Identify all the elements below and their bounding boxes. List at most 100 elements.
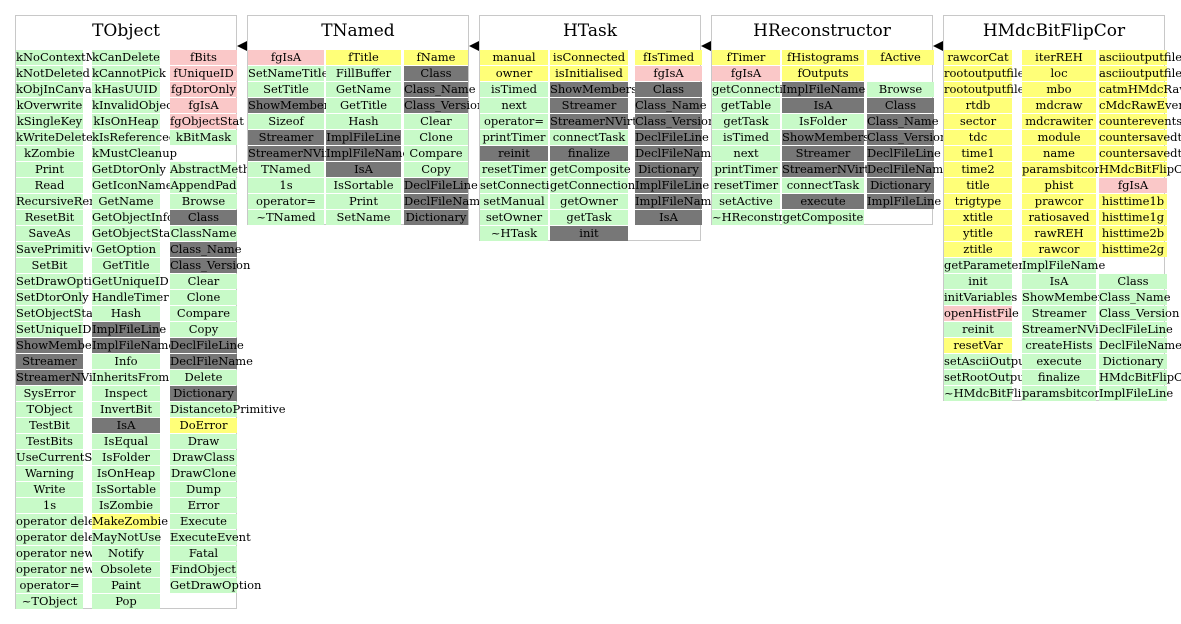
member-cell: ratiosaved xyxy=(1022,210,1096,225)
member-cell: Clone xyxy=(404,130,468,145)
member-cell: fBits xyxy=(170,50,237,65)
member-cell: GetDrawOption xyxy=(170,578,262,593)
member-cell: kMustCleanup xyxy=(92,146,177,161)
member-cell: asciioutputfile xyxy=(1099,50,1181,65)
member-cell: createHists xyxy=(1022,338,1096,353)
member-cell: fgIsA xyxy=(170,98,237,113)
member-cell: iterREH xyxy=(1022,50,1096,65)
member-cell: Class_Name xyxy=(635,98,707,113)
member-cell: mdcraw xyxy=(1022,98,1096,113)
member-cell: fHistograms xyxy=(782,50,864,65)
member-cell: ztitle xyxy=(944,242,1012,257)
member-cell: StreamerNVirtual xyxy=(248,146,353,161)
member-cell: IsZombie xyxy=(92,498,160,513)
member-cell: title xyxy=(944,178,1012,193)
member-cell: Copy xyxy=(404,162,468,177)
member-cell: getOwner xyxy=(550,194,628,209)
member-cell: ShowMembers xyxy=(16,338,104,353)
member-cell: init xyxy=(550,226,628,241)
member-cell: Dictionary xyxy=(170,386,237,401)
class-box-hreconstructor: HReconstructor fTimer fgIsA getConnections g… xyxy=(711,15,950,225)
member-cell: SetObjectStat xyxy=(16,306,98,321)
member-cell: Streamer xyxy=(248,130,324,145)
member-cell: isConnected xyxy=(550,50,628,65)
member-cell: prawcor xyxy=(1022,194,1096,209)
member-cell: IsA xyxy=(92,418,160,433)
member-cell: printTimer xyxy=(480,130,548,145)
member-cell: Hash xyxy=(326,114,401,129)
member-cell: TNamed xyxy=(248,162,324,177)
member-cell: cMdcRawEventHeader xyxy=(1099,98,1181,113)
member-cell: SetUniqueID xyxy=(16,322,92,337)
inheritance-arrow-icon xyxy=(237,40,249,52)
member-cell: DeclFileName xyxy=(170,354,253,369)
member-cell: Class_Name xyxy=(867,114,939,129)
member-cell: fOutputs xyxy=(782,66,864,81)
member-cell: setActive xyxy=(712,194,780,209)
member-cell: TObject xyxy=(16,402,83,417)
member-cell: Inspect xyxy=(92,386,160,401)
member-cell: next xyxy=(712,146,780,161)
member-cell: Pop xyxy=(92,594,160,609)
member-cell: Clear xyxy=(404,114,468,129)
member-cell: Class xyxy=(170,210,237,225)
member-cell: kZombie xyxy=(16,146,83,161)
member-cell: Streamer xyxy=(16,354,83,369)
member-cell: Class_Version xyxy=(1099,306,1180,321)
member-cell: operator new xyxy=(16,546,95,561)
member-cell: Hash xyxy=(92,306,160,321)
member-cell: SetDrawOption xyxy=(16,274,107,289)
member-cell: resetTimer xyxy=(480,162,548,177)
member-cell: kCanDelete xyxy=(92,50,160,65)
member-cell: rootoutputfile xyxy=(944,66,1025,81)
member-cell: Streamer xyxy=(1022,306,1096,321)
member-cell: InvertBit xyxy=(92,402,160,417)
member-cell: Clear xyxy=(170,274,237,289)
member-cell: IsOnHeap xyxy=(92,466,160,481)
member-cell: fTimer xyxy=(712,50,780,65)
member-cell: ImplFileName xyxy=(326,146,410,161)
member-cell: Clone xyxy=(170,290,237,305)
member-cell: kIsReferenced xyxy=(92,130,177,145)
member-cell: GetName xyxy=(92,194,160,209)
member-cell: rawREH xyxy=(1022,226,1096,241)
member-cell: connectTask xyxy=(782,178,864,193)
member-cell: kBitMask xyxy=(170,130,237,145)
member-cell: Print xyxy=(16,162,83,177)
member-cell: isTimed xyxy=(712,130,780,145)
member-cell: isTimed xyxy=(480,82,548,97)
member-cell: rtdb xyxy=(944,98,1012,113)
member-cell: kNoContextMenu xyxy=(16,50,120,65)
member-cell: openHistFile xyxy=(944,306,1019,321)
member-cell: reinit xyxy=(480,146,548,161)
member-cell: Read xyxy=(16,178,83,193)
member-cell: kNotDeleted xyxy=(16,66,90,81)
member-cell: GetOption xyxy=(92,242,160,257)
member-cell: StreamerNVirtual xyxy=(782,162,887,177)
member-cell: HMdcBitFlipCorPar xyxy=(1099,162,1181,177)
member-cell: getTable xyxy=(712,98,780,113)
member-cell: setAsciiOutputFilename xyxy=(944,354,1085,369)
member-cell: getParameterContainers xyxy=(944,258,1088,273)
member-cell: Info xyxy=(92,354,160,369)
member-cell: Obsolete xyxy=(92,562,160,577)
member-cell: reinit xyxy=(944,322,1012,337)
member-cell: fName xyxy=(404,50,468,65)
member-cell: DeclFileName xyxy=(404,194,487,209)
class-box-tnamed: TNamed fgIsA SetNameTitle SetTitle ShowMembe… xyxy=(247,15,487,225)
member-cell: Notify xyxy=(92,546,160,561)
member-cell: rawcorCat xyxy=(944,50,1012,65)
member-cell: setRootOutputFilename xyxy=(944,370,1084,385)
class-title: TNamed xyxy=(321,21,395,41)
member-cell: rootoutputfilename xyxy=(944,82,1057,97)
member-cell: kWriteDelete xyxy=(16,130,93,145)
member-cell: ExecuteEvent xyxy=(170,530,251,545)
member-cell: ~TObject xyxy=(16,594,83,609)
member-cell: fgIsA xyxy=(712,66,780,81)
member-cell: ShowMembers xyxy=(248,98,336,113)
member-cell: StreamerNVirtual xyxy=(1022,322,1127,337)
member-cell: GetIconName xyxy=(92,178,173,193)
member-cell: catmHMdcRaw xyxy=(1099,82,1181,97)
member-cell: 1s xyxy=(248,178,324,193)
member-cell: mdcrawiter xyxy=(1022,114,1096,129)
